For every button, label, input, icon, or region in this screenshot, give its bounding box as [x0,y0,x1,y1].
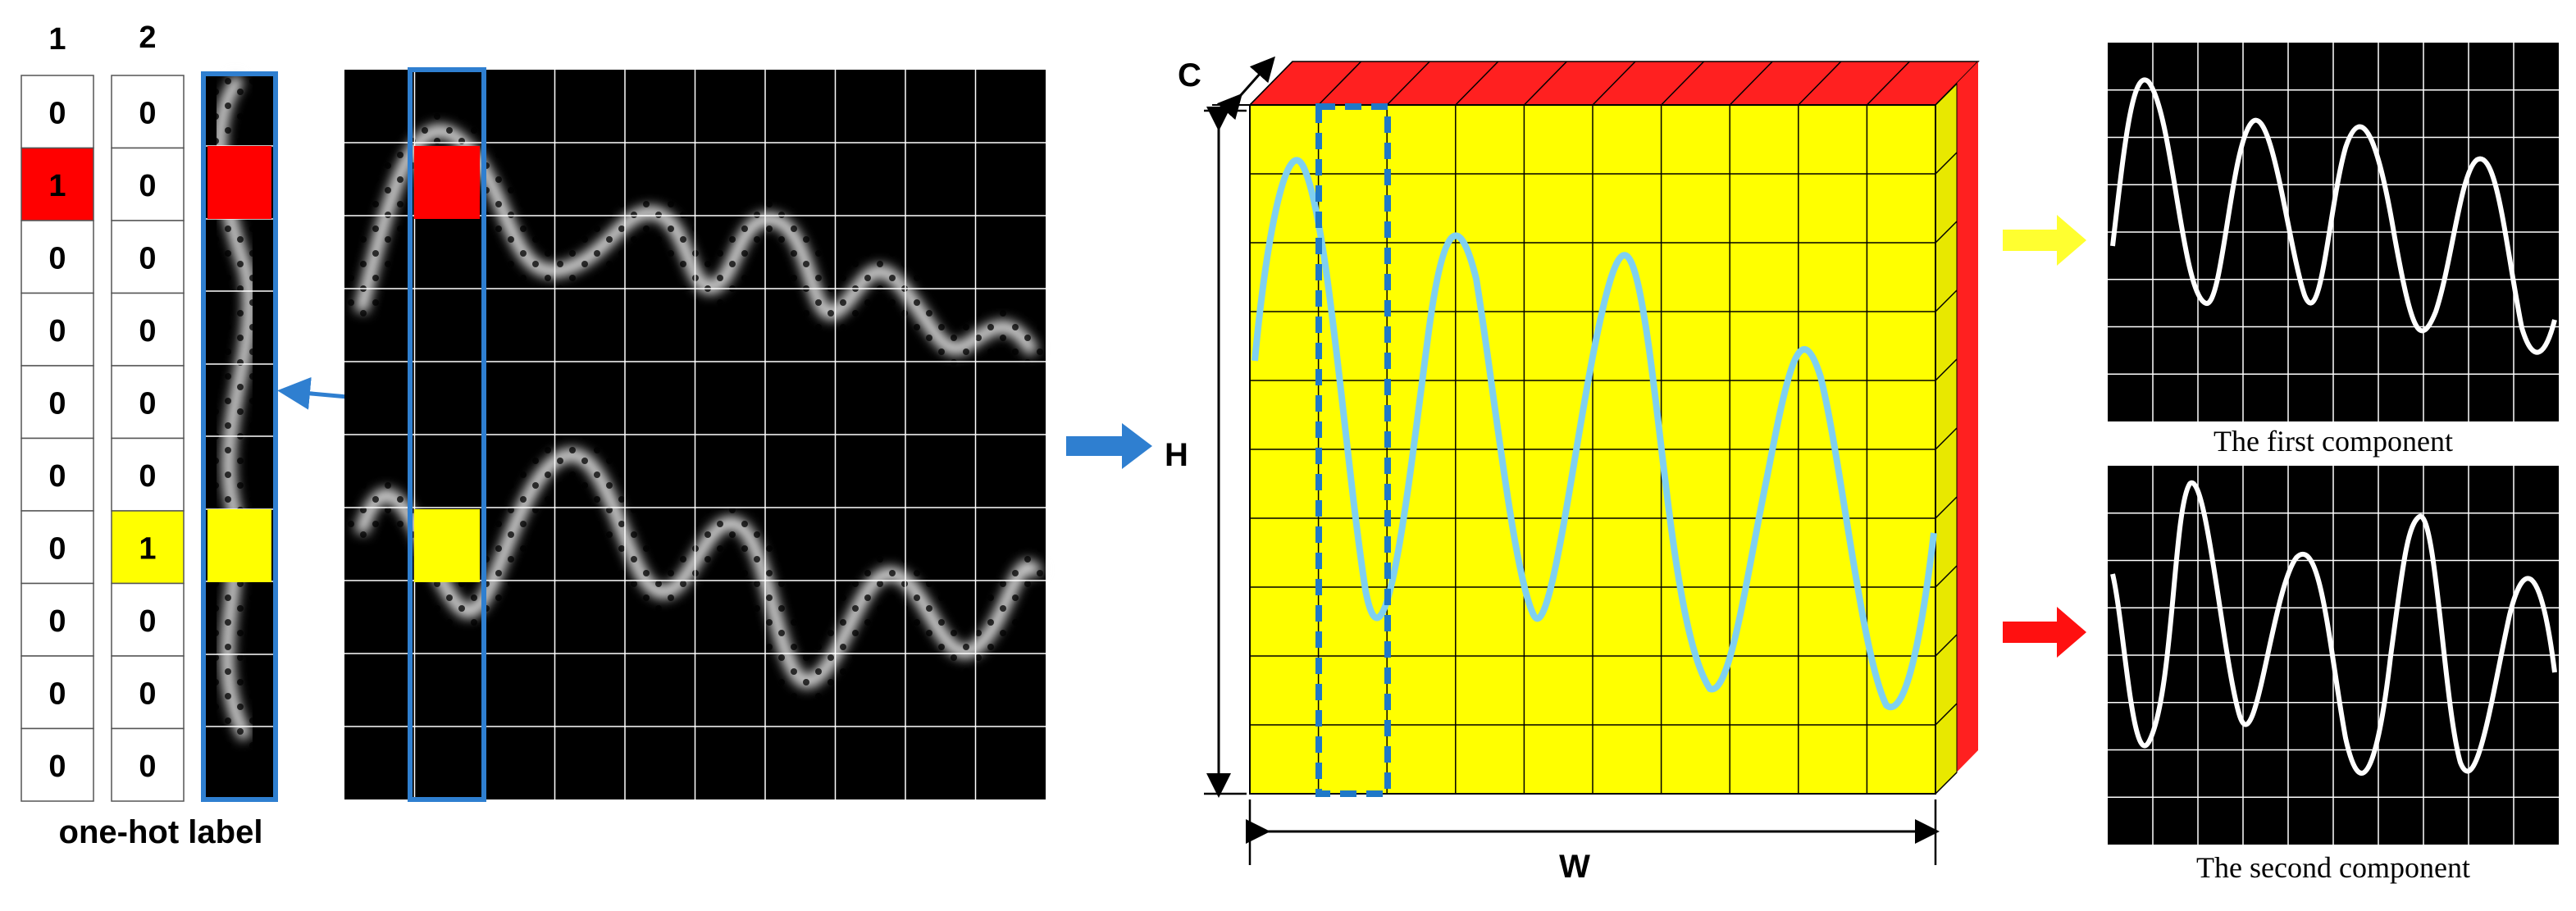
label-cell-value: 0 [48,676,66,711]
label-cell-value: 0 [48,241,66,276]
label-cell-value: 0 [139,386,156,421]
label-cell-value: 0 [48,531,66,566]
label-cell [111,510,185,585]
second-component-wave [2110,480,2557,776]
depth-label: C [1178,57,1201,93]
one-hot-label: 1 2 0 1 0 0 0 0 0 0 0 0 0 0 0 0 0 0 1 0 0 0 one-hot label [21,20,262,850]
first-component-arrow [2003,215,2086,266]
label-cell [21,510,94,585]
spectrogram-yellow-cell [414,509,480,582]
first-component-panel: The first component [2108,43,2559,458]
label-cell-value: 0 [139,96,156,130]
label-cell-value: 0 [139,169,156,203]
label-cell-value: 0 [139,604,156,639]
mask-cube [1248,61,1980,797]
label-column-2: 0 0 0 0 0 0 1 0 0 0 [111,75,185,802]
label-cell [21,437,94,512]
label-cell-value: 0 [48,459,66,494]
width-label: W [1559,849,1590,885]
label-cell [111,727,185,802]
label-cell-value: 1 [48,169,66,203]
first-component-wave [2110,77,2557,355]
label-cell-value: 0 [139,241,156,276]
label-cell [111,292,185,367]
spectrogram-selected-column [408,67,486,802]
label-cell [21,365,94,440]
first-component-caption: The first component [2214,425,2453,458]
label-cell-value: 0 [48,604,66,639]
label-cell [21,727,94,802]
extracted-column-strip [201,71,278,802]
label-cell-value: 1 [139,531,156,566]
to-mask-arrow [1066,423,1152,469]
label-cell-value: 0 [48,386,66,421]
label-cell [21,292,94,367]
cube-dimensions: H W C [1165,56,1940,885]
label-cell-value: 0 [139,749,156,784]
label-cell-value: 0 [139,676,156,711]
label-cell [21,75,94,149]
label-cell [111,75,185,149]
cube-wave [1252,157,1937,711]
label-column-header-2: 2 [139,20,156,55]
height-label: H [1165,437,1188,473]
label-cell-value: 0 [139,459,156,494]
label-cell-value: 0 [48,96,66,130]
label-column-header-1: 1 [48,22,66,57]
label-cell [21,582,94,657]
mixture-spectrogram [344,67,1046,802]
second-component-panel: The second component [2108,466,2559,884]
label-cell [21,655,94,730]
one-hot-label-caption: one-hot label [59,814,263,850]
depth-dimension-line [1216,56,1275,121]
cube-selected-column [1315,103,1391,797]
label-cell [111,437,185,512]
strip-red-cell [207,146,271,219]
label-cell [111,147,185,221]
label-cell-value: 0 [139,314,156,348]
second-component-arrow [2003,607,2086,658]
label-cell [111,655,185,730]
label-cell-value: 0 [48,749,66,784]
second-component-caption: The second component [2196,851,2470,884]
label-cell [111,220,185,294]
label-cell-value: 0 [48,314,66,348]
spectrogram-red-cell [414,146,480,219]
label-column-1: 0 1 0 0 0 0 0 0 0 0 [21,75,94,802]
strip-yellow-cell [207,509,271,582]
label-cell [111,365,185,440]
label-cell [21,220,94,294]
